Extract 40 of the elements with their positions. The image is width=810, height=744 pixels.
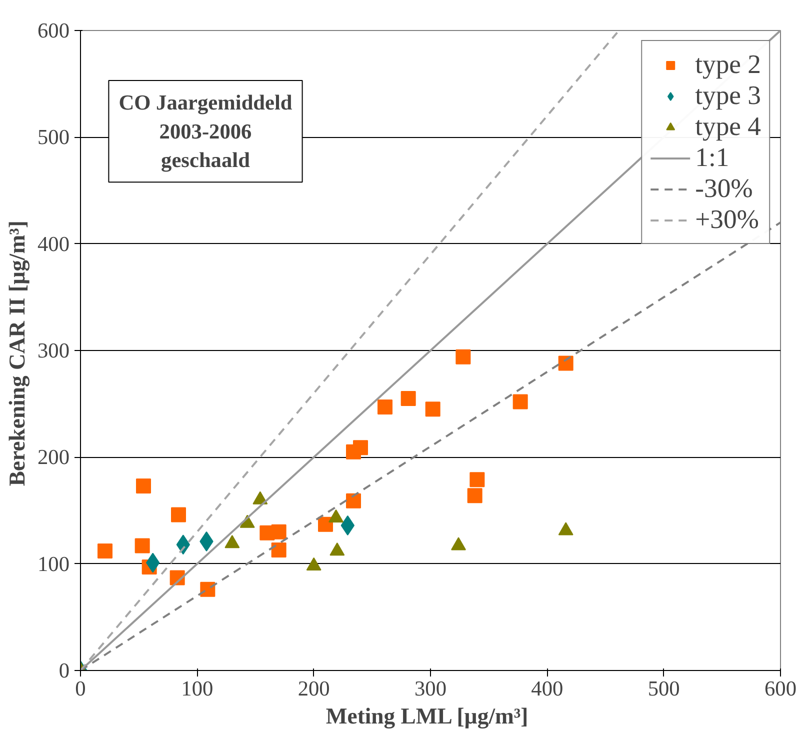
legend-label: type 3	[695, 80, 761, 111]
point	[271, 542, 286, 558]
x-tick-label: 500	[648, 676, 680, 700]
x-axis-title: Meting LML [µg/m³]	[326, 704, 528, 728]
point	[456, 349, 471, 364]
y-tick-label: 0	[58, 658, 70, 682]
legend-label: -30%	[695, 173, 753, 204]
point	[400, 391, 416, 406]
point	[136, 478, 151, 494]
legend-label: 1:1	[695, 142, 730, 173]
x-tick-label: 400	[531, 676, 564, 700]
legend-label: type 4	[695, 111, 761, 142]
point	[171, 507, 186, 522]
text: CO Jaargemiddeld 2003-2006 geschaald	[118, 90, 292, 172]
legend-label: type 2	[695, 49, 761, 80]
point	[353, 440, 368, 456]
x-tick-label: 100	[181, 676, 214, 700]
point	[318, 516, 333, 532]
point	[346, 493, 361, 508]
y-tick-label: 200	[38, 445, 70, 470]
x-tick-label: 300	[414, 676, 447, 700]
point	[470, 472, 485, 488]
x-tick-label: 200	[298, 676, 330, 700]
y-tick-label: 100	[38, 552, 70, 576]
point	[378, 400, 392, 415]
point	[512, 394, 528, 410]
point	[271, 524, 286, 540]
y-axis-title: Berekening CAR II [µg/m³]	[4, 220, 30, 486]
x-tick-label: 0	[75, 676, 86, 700]
point	[558, 356, 574, 371]
point	[425, 402, 440, 417]
point	[98, 544, 112, 559]
point	[134, 538, 150, 554]
point	[467, 488, 482, 504]
y-tick-label: 500	[38, 125, 70, 150]
y-tick-label: 600	[38, 18, 70, 42]
y-tick-label: 400	[38, 232, 70, 256]
legend-label: +30%	[695, 204, 760, 235]
x-tick-label: 600	[764, 676, 797, 700]
y-tick-label: 300	[38, 338, 70, 362]
